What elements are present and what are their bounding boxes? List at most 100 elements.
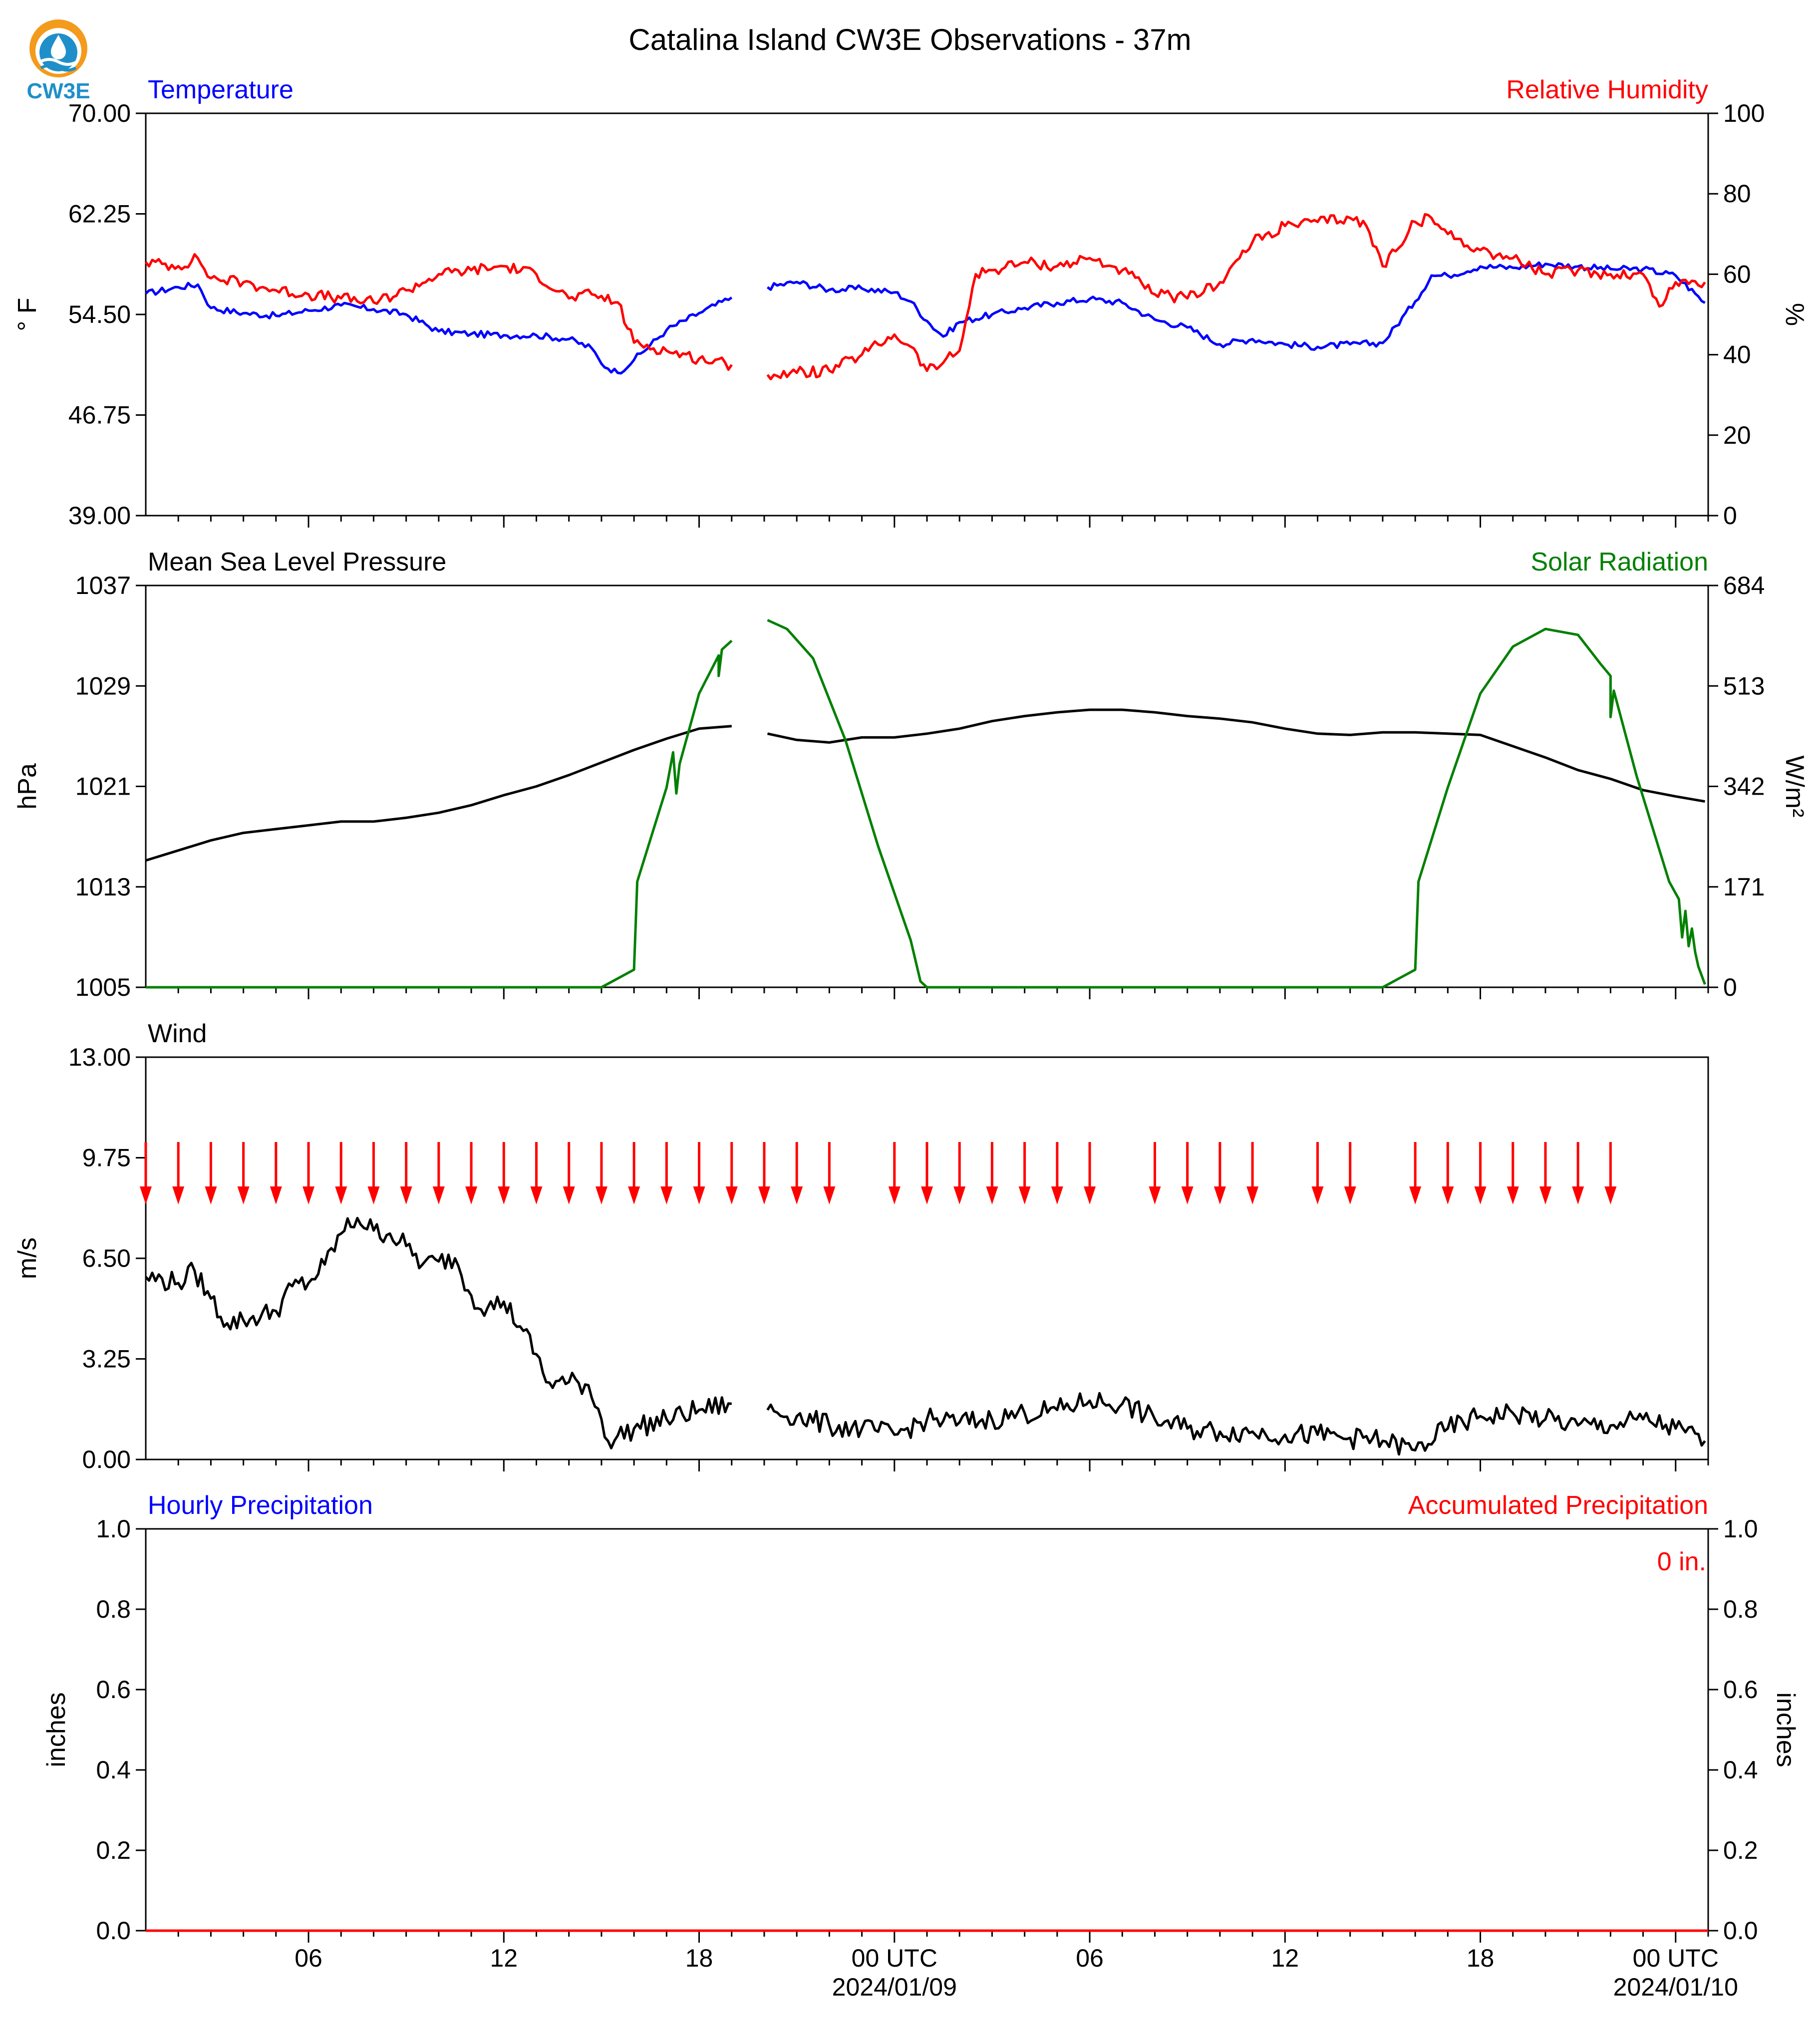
figure-title: Catalina Island CW3E Observations - 37m: [628, 23, 1191, 56]
series-line-relative-humidity: [145, 213, 1706, 380]
wind-arrow-head: [660, 1186, 673, 1204]
y-tick-label-left: 39.00: [68, 502, 131, 530]
wind-arrow-head: [367, 1186, 380, 1204]
wind-arrow: [1311, 1142, 1324, 1204]
y-tick-label-right: 60: [1723, 260, 1751, 288]
series-line-temperature: [145, 261, 1706, 375]
wind-arrow: [595, 1142, 607, 1204]
wind-arrow-head: [725, 1186, 738, 1204]
y-tick-label-left: 54.50: [68, 300, 131, 328]
panel-title-left: Wind: [148, 1019, 207, 1048]
wind-arrow-head: [237, 1186, 250, 1204]
wind-arrow: [432, 1142, 445, 1204]
wind-arrow-head: [693, 1186, 705, 1204]
y-tick-label-left: 0.2: [96, 1836, 131, 1864]
x-tick-label: 12: [490, 1944, 518, 1972]
wind-arrow-head: [758, 1186, 770, 1204]
wind-arrow-head: [888, 1186, 901, 1204]
wind-arrow-head: [1018, 1186, 1031, 1204]
wind-arrow: [498, 1142, 510, 1204]
y-tick-label-right: 0.2: [1723, 1836, 1758, 1864]
panel-title-right: Accumulated Precipitation: [1408, 1491, 1708, 1520]
wind-arrow: [270, 1142, 282, 1204]
wind-arrow-head: [1246, 1186, 1259, 1204]
y-axis-label-left: inches: [42, 1692, 71, 1767]
y-axis-label-left: ° F: [13, 297, 42, 331]
y-tick-label-left: 0.6: [96, 1676, 131, 1704]
wind-arrow-head: [1051, 1186, 1063, 1204]
wind-arrow-head: [563, 1186, 575, 1204]
series-line-solar-radiation: [146, 619, 1706, 989]
wind-arrow-head: [1442, 1186, 1454, 1204]
wind-arrow-head: [1409, 1186, 1422, 1204]
wind-arrow: [921, 1142, 933, 1204]
wind-arrow-head: [986, 1186, 998, 1204]
wind-arrow: [205, 1142, 217, 1204]
y-tick-label-left: 1013: [75, 873, 131, 901]
wind-arrow-head: [1539, 1186, 1551, 1204]
wind-arrow-head: [791, 1186, 803, 1204]
wind-arrow: [1344, 1142, 1356, 1204]
y-tick-label-right: 0.6: [1723, 1676, 1758, 1704]
wind-arrow: [1572, 1142, 1584, 1204]
panel-title-right: Relative Humidity: [1506, 75, 1708, 104]
wind-arrow: [140, 1142, 152, 1204]
wind-arrow: [693, 1142, 705, 1204]
wind-arrow-head: [172, 1186, 185, 1204]
panel-temperature-humidity: Temperature Relative Humidity 70.00 62.25 54…: [13, 75, 1809, 530]
wind-arrow: [1181, 1142, 1194, 1204]
y-tick-label-left: 3.25: [82, 1345, 131, 1373]
y-tick-label-left: 6.50: [82, 1244, 131, 1272]
wind-arrow-head: [1149, 1186, 1161, 1204]
series-line-mean-sea-level-pressure: [145, 708, 1705, 862]
wind-arrow: [335, 1142, 347, 1204]
x-tick-label: 12: [1271, 1944, 1299, 1972]
y-axis-label-right: inches: [1771, 1692, 1800, 1767]
y-tick-label-left: 0.00: [82, 1446, 131, 1473]
y-tick-label-right: 100: [1723, 99, 1765, 127]
y-tick-label-right: 1.0: [1723, 1515, 1758, 1543]
wind-arrow: [1246, 1142, 1259, 1204]
wind-arrow-head: [953, 1186, 966, 1204]
wind-arrow: [1474, 1142, 1487, 1204]
wind-arrow: [1051, 1142, 1063, 1204]
panel-title-left: Hourly Precipitation: [148, 1491, 373, 1520]
wind-arrow-head: [628, 1186, 640, 1204]
y-tick-label-left: 1.0: [96, 1515, 131, 1543]
y-tick-label-right: 0.8: [1723, 1595, 1758, 1623]
y-tick-label-right: 0: [1723, 502, 1737, 530]
panel-title-left: Mean Sea Level Pressure: [148, 548, 446, 577]
y-tick-label-left: 1037: [75, 572, 131, 599]
y-tick-label-left: 70.00: [68, 99, 131, 127]
wind-arrow: [888, 1142, 901, 1204]
wind-arrow-head: [270, 1186, 282, 1204]
wind-arrow: [367, 1142, 380, 1204]
wind-arrow: [1442, 1142, 1454, 1204]
panels: Temperature Relative Humidity 70.00 62.25 54…: [13, 75, 1809, 2001]
wind-arrow-head: [595, 1186, 607, 1204]
y-tick-label-right: 20: [1723, 421, 1751, 449]
wind-arrow: [1018, 1142, 1031, 1204]
wind-arrow: [465, 1142, 478, 1204]
wind-arrow-head: [1474, 1186, 1487, 1204]
y-tick-label-right: 0.0: [1723, 1917, 1758, 1945]
wind-arrow: [303, 1142, 315, 1204]
wind-arrow-head: [140, 1186, 152, 1204]
panel-title-right: Solar Radiation: [1530, 548, 1708, 577]
wind-arrow: [1213, 1142, 1226, 1204]
y-tick-label-left: 9.75: [82, 1144, 131, 1172]
series-line-wind-speed: [145, 1216, 1706, 1456]
x-tick-label: 00 UTC: [1633, 1944, 1719, 1972]
wind-arrow: [1539, 1142, 1551, 1204]
y-axis-label-right: %: [1780, 303, 1809, 326]
wind-arrow-head: [400, 1186, 412, 1204]
wind-arrow-head: [1604, 1186, 1617, 1204]
wind-arrow: [791, 1142, 803, 1204]
wind-arrow: [237, 1142, 250, 1204]
x-date-label: 2024/01/10: [1613, 1973, 1738, 2001]
x-tick-label: 18: [1467, 1944, 1495, 1972]
y-tick-label-left: 13.00: [68, 1043, 131, 1071]
y-tick-label-right: 80: [1723, 180, 1751, 208]
wind-arrow: [1149, 1142, 1161, 1204]
